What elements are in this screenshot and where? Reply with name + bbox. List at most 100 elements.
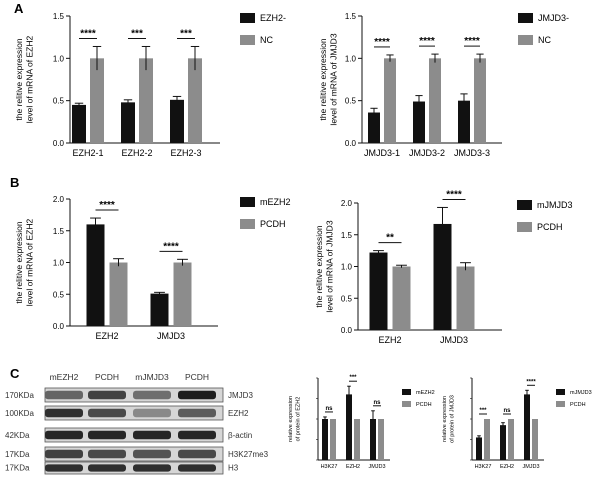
y-axis-label-line: relative expression <box>288 396 294 442</box>
y-tick-label: 0.0 <box>341 326 353 335</box>
bar-mezh2-1 <box>150 293 169 326</box>
legend-label: NC <box>538 35 551 45</box>
x-tick-label: EZH2 <box>378 335 401 345</box>
y-tick-label: 1.5 <box>53 227 65 236</box>
chart-A1: 0.0 0.5 1.0 1.5 the relitive expression level… <box>14 12 286 158</box>
legend-swatch <box>240 197 255 207</box>
y-axis-label: the relitive expression level of mRNA of … <box>318 33 339 125</box>
bar-jmjd3--1 <box>413 101 425 143</box>
legend-swatch <box>402 389 411 395</box>
bar-nc-0 <box>384 58 396 144</box>
y-axis-label-line: level of mRNA of EZH2 <box>25 36 35 124</box>
molecular-weight-label: 100KDa <box>5 409 34 418</box>
x-tick-label: H3K27 <box>475 464 492 470</box>
significance-label: *** <box>349 375 357 381</box>
x-tick-label: JMJD3-2 <box>409 148 445 158</box>
lane-label: mJMJD3 <box>135 372 169 382</box>
y-axis-label: the relitive expression level of mRNA of … <box>314 220 335 312</box>
bar-pcdh-0 <box>330 419 336 460</box>
legend-swatch <box>240 35 255 45</box>
molecular-weight-label: 170KDa <box>5 391 34 400</box>
legend-swatch <box>240 13 255 23</box>
x-tick-label: JMJD3 <box>157 331 185 341</box>
panel-label-c: C <box>10 366 20 381</box>
legend-label: PCDH <box>570 402 586 408</box>
y-tick-label: 1.0 <box>53 54 65 63</box>
legend-swatch <box>556 401 565 407</box>
y-tick-label: 1.5 <box>341 231 353 240</box>
y-axis-label: relative expression of protein of EZH2 <box>288 396 302 442</box>
chart-C1: relative expression of protein of EZH2 H3K… <box>288 375 435 470</box>
x-tick-label: JMJD3-3 <box>454 148 490 158</box>
chart-B2: 0.0 0.5 1.0 1.5 2.0 the relitive expression le… <box>314 189 573 345</box>
lane-label: PCDH <box>185 372 209 382</box>
protein-label: β-actin <box>228 431 252 440</box>
legend-swatch <box>240 219 255 229</box>
bar-jmjd3--2 <box>458 100 470 143</box>
x-tick-label: JMJD3-1 <box>364 148 400 158</box>
y-axis-label-line: level of mRNA of JMJD3 <box>329 33 339 125</box>
bar-ezh2--1 <box>121 102 135 143</box>
significance-label: **** <box>80 28 96 39</box>
lane-label: PCDH <box>95 372 119 382</box>
x-tick-label: H3K27 <box>321 464 338 470</box>
bar-ezh2--0 <box>72 104 86 143</box>
y-axis-label-line: the relitive expression <box>314 225 324 307</box>
legend-label: NC <box>260 35 273 45</box>
y-tick-label: 1.0 <box>345 54 357 63</box>
chart-C2: relative expression of protein of JMJD3 H3… <box>442 377 592 470</box>
bar-nc-1 <box>429 58 441 144</box>
bar-mjmjd3-1 <box>500 425 506 460</box>
blot-band <box>133 408 171 418</box>
y-tick-label: 1.5 <box>53 12 65 21</box>
bar-mjmjd3-2 <box>524 394 530 460</box>
protein-label: H3 <box>228 463 239 472</box>
bar-pcdh-1 <box>354 419 360 460</box>
x-tick-label: EZH2 <box>346 464 360 470</box>
legend-label: PCDH <box>260 219 286 229</box>
protein-label: EZH2 <box>228 409 249 418</box>
y-tick-label: 0.5 <box>53 290 65 299</box>
y-tick-label: 1.0 <box>341 263 353 272</box>
molecular-weight-label: 17KDa <box>5 450 30 459</box>
significance-label: **** <box>526 379 536 385</box>
blot-band <box>45 464 83 472</box>
y-axis-label: relative expression of protein of JMJD3 <box>442 395 456 443</box>
y-axis-label-line: relative expression <box>442 396 448 442</box>
x-tick-label: EZH2 <box>500 464 514 470</box>
x-tick-label: JMJD3 <box>522 464 539 470</box>
significance-label: *** <box>131 28 143 39</box>
significance-label: **** <box>99 200 115 211</box>
blot-band <box>45 449 83 459</box>
y-tick-label: 0.0 <box>53 139 65 148</box>
blot-band <box>178 408 216 418</box>
blot-band <box>45 408 83 418</box>
y-tick-label: 2.0 <box>53 195 65 204</box>
bar-nc-2 <box>474 58 486 144</box>
bar-mezh2-0 <box>86 224 105 326</box>
y-axis-label-line: the relitive expression <box>318 38 328 120</box>
bar-ezh2--2 <box>170 99 184 143</box>
blot-band <box>88 390 126 400</box>
y-tick-label: 0.5 <box>345 97 357 106</box>
x-tick-label: JMJD3 <box>368 464 385 470</box>
blot-band <box>178 464 216 472</box>
x-tick-label: EZH2-1 <box>72 148 103 158</box>
x-tick-label: JMJD3 <box>440 335 468 345</box>
blot-band <box>178 449 216 459</box>
bar-pcdh-2 <box>532 419 538 460</box>
blot-band <box>88 430 126 440</box>
y-axis-label-line: of protein of JMJD3 <box>450 395 456 443</box>
blot-band <box>133 449 171 459</box>
y-tick-label: 0.5 <box>53 97 65 106</box>
y-tick-label: 0.0 <box>53 322 65 331</box>
protein-label: JMJD3 <box>228 391 253 400</box>
bar-pcdh-1 <box>508 419 514 460</box>
blot-band <box>133 464 171 472</box>
legend-label: mJMJD3 <box>537 200 573 210</box>
legend-swatch <box>556 389 565 395</box>
bar-nc-0 <box>90 58 104 144</box>
y-axis-label-line: level of mRNA of EZH2 <box>25 219 35 307</box>
